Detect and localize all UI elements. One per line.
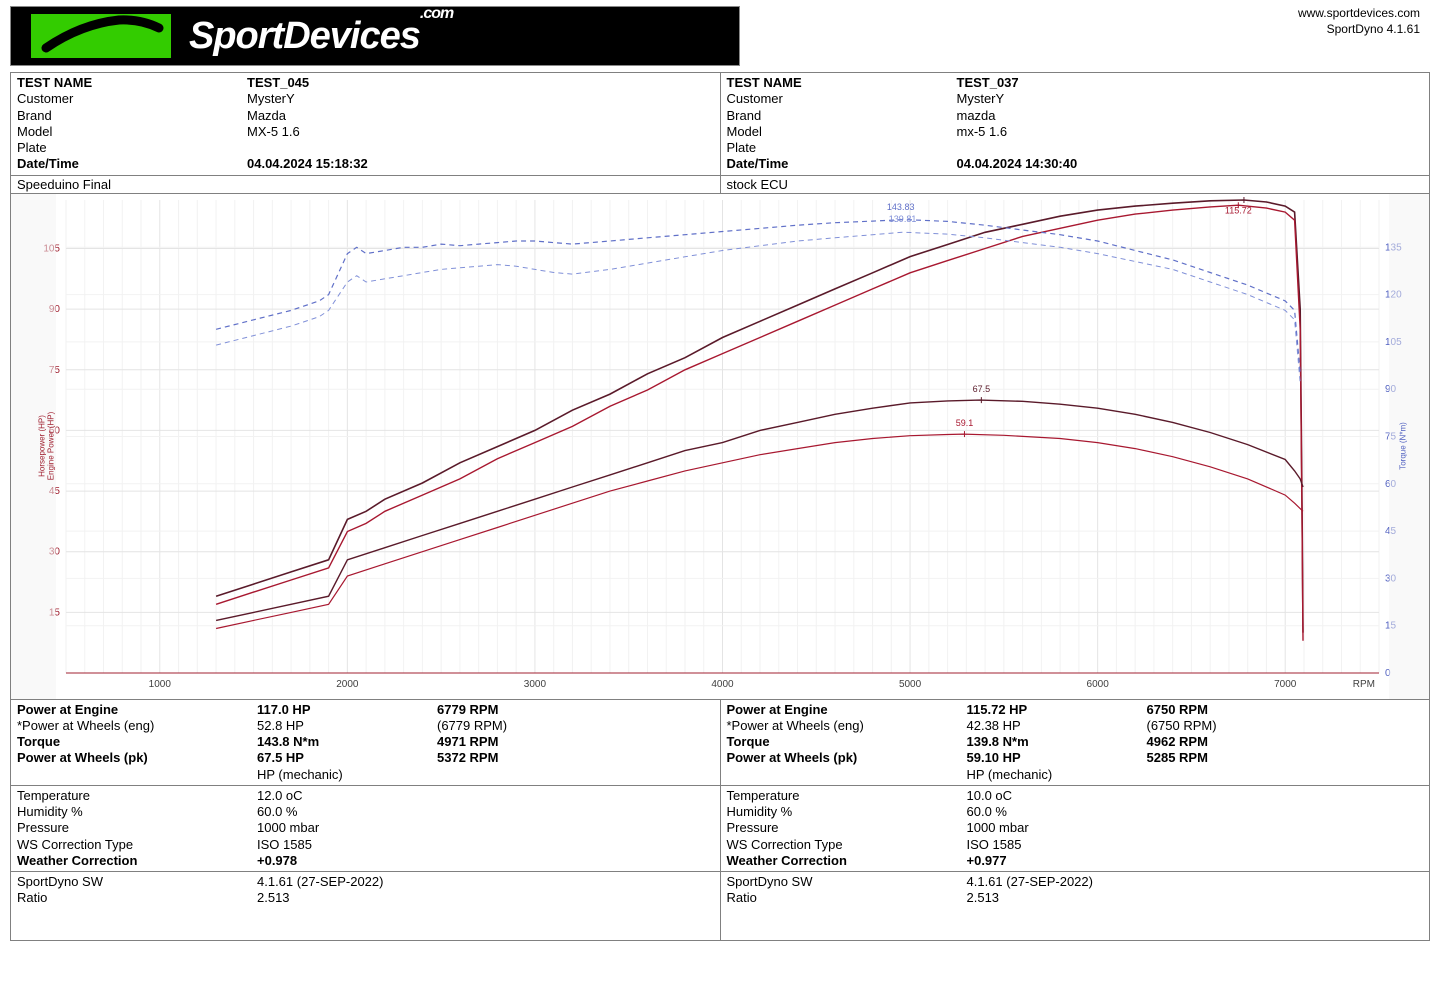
y-left-label: Horsepower (HP)Engine Power (HP) (38, 412, 56, 480)
svg-text:143.83: 143.83 (887, 202, 915, 212)
bottom-col-2: Power at Engine 115.72 HP 6750 RPM *Powe… (720, 699, 1430, 941)
dyno-chart: Horsepower (HP)Engine Power (HP) Torque … (11, 194, 1429, 699)
chart-svg: 1530456075901050153045607590105120135100… (11, 194, 1429, 699)
report-body: TEST NAMETEST_045CustomerMysterYBrandMaz… (10, 72, 1430, 941)
bottom-col-1: Power at Engine 117.0 HP 6779 RPM *Power… (11, 699, 720, 941)
logo: SportDevices.com (10, 6, 740, 66)
header-url: www.sportdevices.com (1298, 6, 1420, 22)
header: SportDevices.com www.sportdevices.com Sp… (10, 6, 1430, 66)
header-right: www.sportdevices.com SportDyno 4.1.61 (1298, 6, 1430, 37)
svg-text:117.0: 117.0 (1233, 194, 1255, 196)
svg-text:3000: 3000 (524, 679, 547, 690)
svg-text:5000: 5000 (899, 679, 922, 690)
svg-text:1000: 1000 (149, 679, 172, 690)
svg-text:7000: 7000 (1274, 679, 1297, 690)
svg-text:6000: 6000 (1087, 679, 1110, 690)
logo-text: SportDevices.com (189, 15, 453, 58)
svg-text:4000: 4000 (711, 679, 734, 690)
logo-green-icon (31, 14, 171, 58)
subtitle-1: Speeduino Final (11, 176, 720, 193)
svg-text:139.81: 139.81 (889, 214, 917, 224)
svg-text:59.1: 59.1 (956, 418, 974, 428)
header-sw: SportDyno 4.1.61 (1298, 22, 1420, 38)
test-info-1: TEST NAMETEST_045CustomerMysterYBrandMaz… (11, 73, 720, 175)
svg-text:67.5: 67.5 (973, 384, 991, 394)
y-right-label: Torque (N*m) (1399, 422, 1408, 470)
subtitle-2: stock ECU (720, 176, 1430, 193)
svg-text:RPM: RPM (1353, 679, 1375, 690)
subtitle-row: Speeduino Final stock ECU (11, 176, 1429, 194)
test-info-2: TEST NAMETEST_037CustomerMysterYBrandmaz… (720, 73, 1430, 175)
svg-text:2000: 2000 (336, 679, 359, 690)
bottom-panels: Power at Engine 117.0 HP 6779 RPM *Power… (11, 699, 1429, 941)
page: SportDevices.com www.sportdevices.com Sp… (0, 0, 1440, 1004)
test-info-row: TEST NAMETEST_045CustomerMysterYBrandMaz… (11, 73, 1429, 176)
